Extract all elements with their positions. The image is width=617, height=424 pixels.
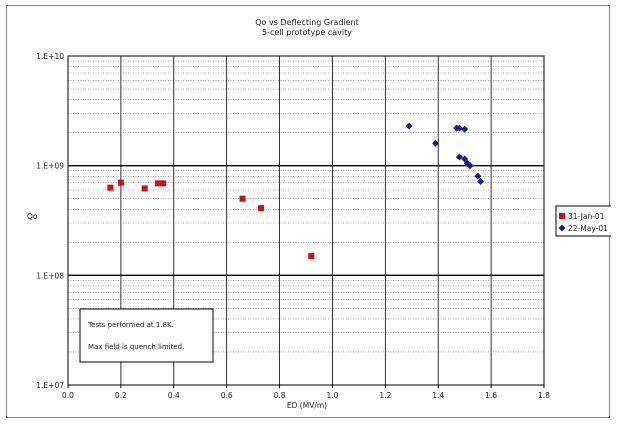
chart-frame: Qo vs Deflecting Gradient 5-cell prototy… — [6, 5, 617, 418]
square-point — [258, 205, 265, 212]
legend-label: 22-May-01 — [568, 224, 608, 233]
x-tick-label: 0.8 — [274, 391, 286, 400]
legend-box — [555, 205, 617, 237]
y-tick-label: 1.E+07 — [36, 381, 64, 390]
legend-diamond-marker — [558, 224, 566, 232]
y-tick-label: 1.E+10 — [36, 52, 64, 61]
x-tick-label: 0.2 — [115, 391, 127, 400]
y-axis-label: Qo — [27, 212, 38, 221]
square-point — [308, 253, 315, 260]
diamond-point — [474, 172, 482, 180]
x-tick-label: 0.0 — [62, 391, 74, 400]
chart-title: Qo vs Deflecting Gradient — [255, 18, 359, 27]
diamond-point — [455, 153, 463, 161]
grid-layer — [68, 56, 544, 385]
legend-square-marker — [559, 213, 565, 219]
x-tick-label: 1.0 — [326, 391, 338, 400]
diamond-point — [461, 125, 469, 133]
square-point — [154, 180, 161, 187]
legend-label: 31-Jan-01 — [568, 212, 605, 221]
legend: 31-Jan-01 22-May-01 — [555, 205, 617, 237]
chart-svg: Qo vs Deflecting Gradient 5-cell prototy… — [27, 18, 617, 410]
y-tick-label: 1.E+08 — [36, 271, 64, 280]
data-points — [107, 122, 485, 260]
diamond-point — [432, 139, 440, 147]
square-point — [239, 195, 246, 202]
annotation-border — [79, 308, 214, 363]
x-tick-label: 0.6 — [221, 391, 233, 400]
square-point — [160, 180, 167, 187]
x-tick-label: 0.4 — [168, 391, 180, 400]
annotation-line-2: Max field is quench limited. — [88, 343, 184, 351]
diamond-point — [477, 177, 485, 185]
square-point — [141, 185, 148, 192]
annotation-line-1: Tests performed at 1.8K. — [87, 321, 174, 329]
diamond-point — [405, 122, 413, 130]
x-tick-label: 1.8 — [538, 391, 550, 400]
x-tick-label: 1.4 — [432, 391, 444, 400]
x-axis-label: ED (MV/m) — [287, 401, 327, 410]
square-point — [117, 179, 124, 186]
chart-subtitle: 5-cell prototype cavity — [262, 28, 352, 37]
diamond-point — [455, 124, 463, 132]
y-tick-label: 1.E+09 — [36, 162, 64, 171]
tick-labels: 0.0 0.2 0.4 0.6 0.8 1.0 1.2 1.4 1.6 1.8 1.E+07 1.E+… — [36, 52, 550, 400]
x-tick-label: 1.6 — [485, 391, 497, 400]
annotation-box: Tests performed at 1.8K. Max field is qu… — [79, 308, 214, 363]
x-tick-label: 1.2 — [379, 391, 391, 400]
diamond-point — [466, 162, 474, 170]
plot-area — [67, 55, 545, 386]
square-point — [107, 184, 114, 191]
